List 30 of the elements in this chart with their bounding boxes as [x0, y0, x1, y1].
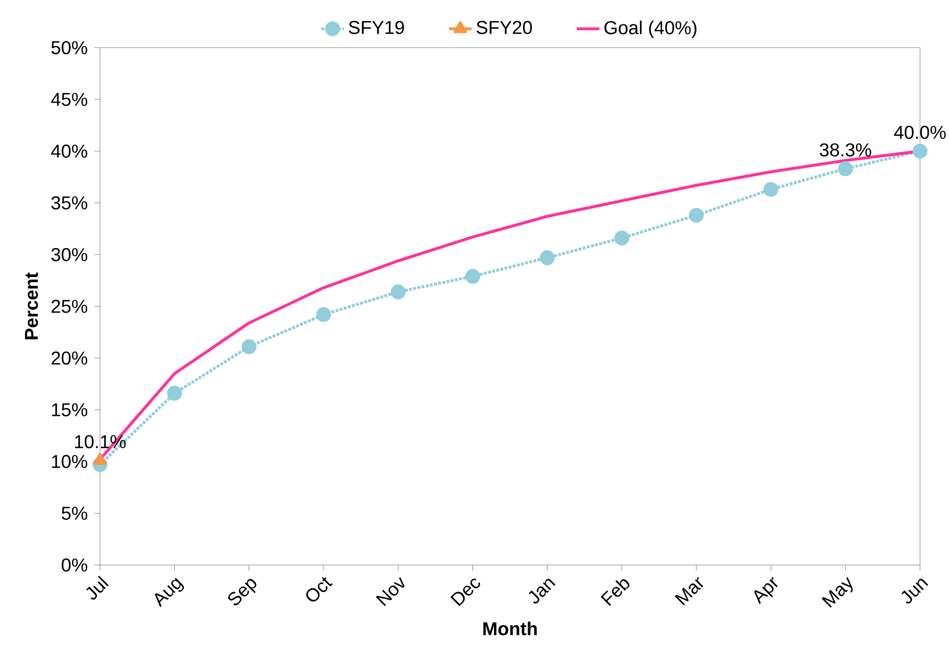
- y-tick-label: 15%: [52, 403, 88, 416]
- x-tick-label: Jun: [901, 578, 928, 604]
- x-tick-label: Sep: [228, 578, 256, 606]
- x-tick-label: Dec: [450, 578, 480, 606]
- y-tick-label: 5%: [62, 506, 88, 520]
- x-tick-label: Oct: [306, 576, 333, 602]
- y-tick-label: 40%: [51, 144, 88, 158]
- y-tick-label: 10%: [52, 454, 88, 468]
- x-tick-label: Feb: [600, 579, 630, 606]
- x-tick-label: Jan: [528, 578, 556, 604]
- x-tick-label: Jul: [86, 576, 109, 600]
- y-tick-label: 25%: [52, 300, 88, 313]
- y-axis-title: Percent: [25, 272, 38, 340]
- y-tick-label: 50%: [51, 41, 88, 54]
- y-tick-label: 35%: [51, 196, 88, 210]
- data-label: 38.3%: [820, 143, 872, 157]
- legend-label: SFY19: [348, 20, 404, 34]
- y-tick-label: 0%: [62, 558, 88, 572]
- x-axis-title: Month: [483, 622, 537, 636]
- y-tick-label: 30%: [51, 248, 88, 262]
- x-tick-label: May: [822, 576, 853, 608]
- legend-label: Goal (40%): [604, 20, 696, 38]
- y-tick-label: 20%: [52, 351, 88, 365]
- x-tick-label: Aug: [154, 578, 184, 608]
- y-tick-label: 45%: [51, 92, 88, 106]
- x-tick-label: Apr: [754, 577, 778, 604]
- x-tick-label: Nov: [376, 576, 405, 606]
- x-tick-label: Mar: [674, 577, 704, 606]
- data-label: 40.0%: [894, 126, 946, 139]
- legend-label: SFY20: [476, 20, 532, 34]
